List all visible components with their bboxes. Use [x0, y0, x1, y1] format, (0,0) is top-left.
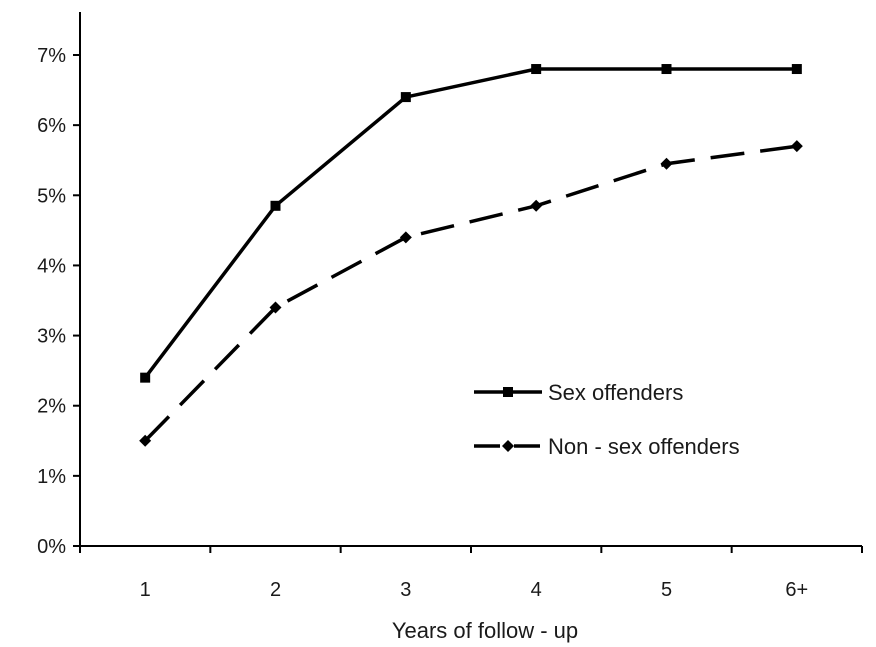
y-tick-label: 6%	[37, 115, 66, 137]
x-tick-label: 5	[661, 579, 672, 601]
x-axis-ticks: 1 2 3 4 5 6+	[79, 546, 863, 601]
data-point	[139, 434, 152, 447]
data-point	[140, 372, 151, 383]
series-line	[143, 144, 798, 443]
y-tick-label: 0%	[37, 536, 66, 558]
x-tick-label: 3	[400, 579, 411, 601]
legend-marker	[503, 387, 513, 397]
y-axis-ticks: 0% 1% 2% 3% 4% 5% 6% 7%	[37, 45, 80, 558]
legend-item: Sex offenders	[474, 380, 683, 405]
y-tick-label: 2%	[37, 396, 66, 418]
data-point	[791, 64, 802, 75]
x-tick-label: 6+	[785, 579, 808, 601]
legend-label: Non - sex offenders	[548, 434, 740, 459]
data-point	[660, 157, 673, 170]
y-tick-label: 4%	[37, 255, 66, 277]
chart-axes	[79, 12, 862, 547]
x-tick-label: 1	[140, 579, 151, 601]
series-1	[140, 64, 802, 383]
series-line	[143, 67, 797, 379]
y-tick-label: 3%	[37, 326, 66, 348]
series-layer	[139, 64, 803, 447]
data-point	[530, 199, 543, 212]
y-tick-label: 5%	[37, 185, 66, 207]
legend: Sex offenders Non - sex offenders	[474, 380, 740, 459]
x-tick-label: 2	[270, 579, 281, 601]
legend-label: Sex offenders	[548, 380, 683, 405]
y-tick-label: 7%	[37, 45, 66, 67]
data-point	[790, 140, 803, 153]
data-point	[531, 64, 542, 75]
data-point	[269, 301, 282, 314]
y-tick-label: 1%	[37, 466, 66, 488]
series-2	[139, 140, 803, 447]
legend-marker	[502, 440, 514, 452]
x-axis-title: Years of follow - up	[392, 618, 578, 643]
x-tick-label: 4	[531, 579, 542, 601]
legend-item: Non - sex offenders	[474, 434, 740, 459]
data-point	[270, 200, 281, 211]
data-point	[399, 231, 412, 244]
data-point	[400, 92, 411, 103]
data-point	[661, 64, 672, 75]
